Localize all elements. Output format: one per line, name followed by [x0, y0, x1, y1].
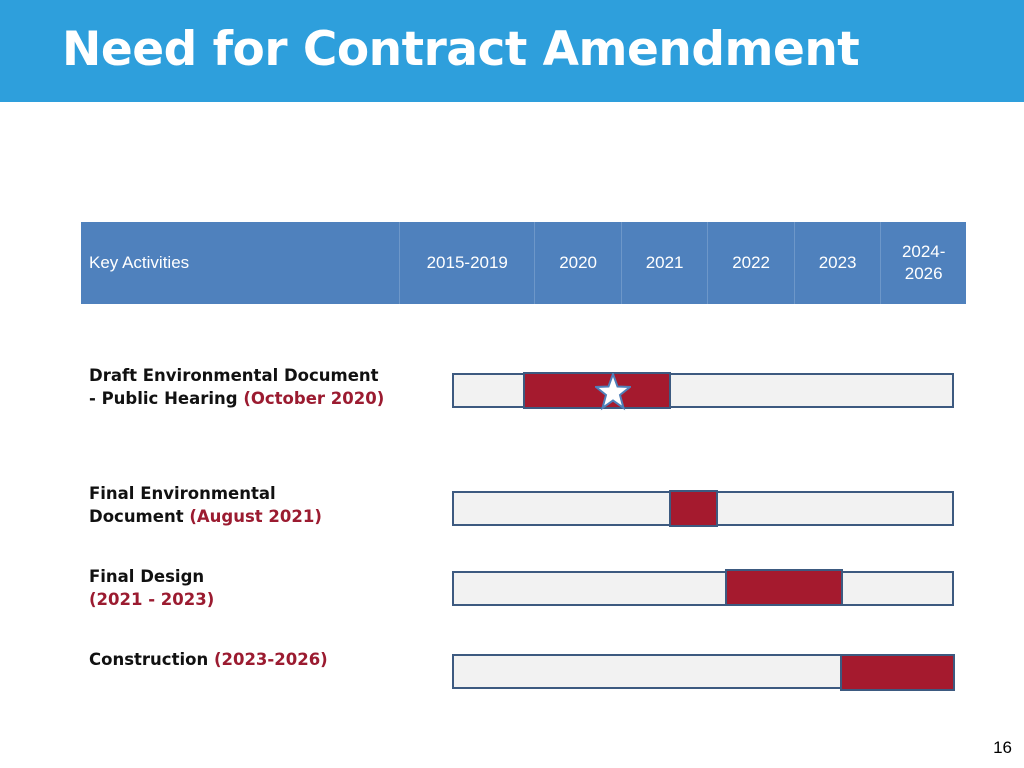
activity-label-construction: Construction (2023-2026) [89, 648, 328, 671]
header-2023: 2023 [795, 222, 882, 304]
header-2020: 2020 [535, 222, 622, 304]
activity-label-draft-env: Draft Environmental Document - Public He… [89, 364, 384, 410]
label-date: (October 2020) [243, 389, 385, 408]
label-line: Final Design [89, 567, 205, 586]
label-date: (August 2021) [189, 507, 322, 526]
header-key-activities: Key Activities [81, 222, 401, 304]
label-line: Draft Environmental Document [89, 366, 379, 385]
label-date: (2023-2026) [213, 650, 328, 669]
activity-label-final-design: Final Design (2021 - 2023) [89, 565, 214, 611]
title-bar: Need for Contract Amendment [0, 0, 1024, 102]
label-line: Document [89, 507, 190, 526]
slide-title: Need for Contract Amendment [62, 22, 860, 77]
header-2022: 2022 [708, 222, 795, 304]
label-line: Construction [89, 650, 214, 669]
activity-bar-final-env [669, 490, 718, 527]
timeline-track [452, 571, 954, 606]
header-2024-2026: 2024-2026 [901, 242, 946, 283]
label-line: Final Environmental [89, 484, 276, 503]
activity-label-final-env: Final Environmental Document (August 202… [89, 482, 322, 528]
activity-bar-construction [840, 654, 955, 691]
page-number: 16 [993, 738, 1012, 757]
label-line: - Public Hearing [89, 389, 244, 408]
timeline-header: Key Activities 2015-2019 2020 2021 2022 … [81, 222, 966, 304]
activity-bar-draft-env [523, 372, 671, 409]
label-date: (2021 - 2023) [89, 590, 215, 609]
header-2021: 2021 [622, 222, 709, 304]
header-2015-2019: 2015-2019 [400, 222, 536, 304]
milestone-star-icon [595, 373, 631, 411]
activity-bar-final-design [725, 569, 843, 606]
